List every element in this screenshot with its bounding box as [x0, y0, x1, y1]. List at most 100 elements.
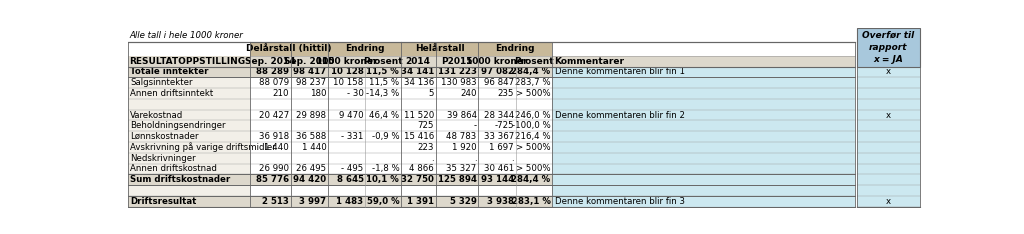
Bar: [328, 77, 366, 88]
Text: 34 141: 34 141: [400, 67, 434, 77]
Text: 125 894: 125 894: [437, 175, 477, 184]
Bar: [478, 56, 515, 67]
Bar: [291, 77, 328, 88]
Bar: [400, 77, 435, 88]
Text: .: .: [431, 154, 434, 163]
Bar: [291, 110, 328, 121]
Bar: [128, 42, 251, 56]
Bar: [328, 99, 366, 110]
Bar: [856, 196, 920, 207]
Text: 5: 5: [429, 89, 434, 98]
Text: x: x: [886, 67, 891, 77]
Text: 88 079: 88 079: [259, 78, 289, 87]
Text: > 500%: > 500%: [516, 143, 550, 152]
Text: 246,0 %: 246,0 %: [515, 111, 550, 120]
Bar: [435, 56, 478, 67]
Bar: [291, 131, 328, 142]
Text: 94 420: 94 420: [293, 175, 327, 184]
Bar: [400, 142, 435, 153]
Bar: [435, 67, 478, 77]
Text: 26 495: 26 495: [296, 165, 327, 173]
Bar: [251, 121, 291, 131]
Bar: [251, 142, 291, 153]
Bar: [366, 77, 400, 88]
Bar: [251, 174, 291, 185]
Bar: [856, 99, 920, 110]
Bar: [552, 77, 855, 88]
Bar: [552, 56, 855, 67]
Bar: [291, 121, 328, 131]
Text: 283,7 %: 283,7 %: [515, 78, 550, 87]
Text: 97 082: 97 082: [481, 67, 514, 77]
Bar: [366, 99, 400, 110]
Bar: [291, 153, 328, 164]
Bar: [435, 164, 478, 174]
Text: 2 513: 2 513: [262, 197, 289, 206]
Text: - 30: - 30: [347, 89, 364, 98]
Bar: [856, 164, 920, 174]
Text: 93 144: 93 144: [480, 175, 514, 184]
Bar: [128, 110, 251, 121]
Bar: [328, 67, 366, 77]
Bar: [251, 185, 291, 196]
Bar: [515, 142, 552, 153]
Bar: [435, 174, 478, 185]
Bar: [435, 142, 478, 153]
Bar: [478, 77, 515, 88]
Bar: [251, 110, 291, 121]
Bar: [515, 153, 552, 164]
Text: 235: 235: [498, 89, 514, 98]
Bar: [128, 174, 251, 185]
Bar: [435, 99, 478, 110]
Text: Delårstall (hittil): Delårstall (hittil): [247, 44, 332, 53]
Bar: [128, 77, 251, 88]
Bar: [435, 88, 478, 99]
Text: > 500%: > 500%: [516, 89, 550, 98]
Bar: [251, 42, 328, 56]
Bar: [856, 185, 920, 196]
Bar: [856, 121, 920, 131]
Text: > 500%: > 500%: [516, 165, 550, 173]
Bar: [478, 67, 515, 77]
Bar: [552, 88, 855, 99]
Bar: [515, 196, 552, 207]
Bar: [400, 153, 435, 164]
Bar: [435, 196, 478, 207]
Text: 11 520: 11 520: [403, 111, 434, 120]
Bar: [366, 131, 400, 142]
Text: 36 918: 36 918: [259, 132, 289, 141]
Bar: [128, 88, 251, 99]
Text: Helårstall: Helårstall: [415, 44, 464, 53]
Bar: [552, 196, 855, 207]
Bar: [128, 121, 251, 131]
Bar: [366, 88, 400, 99]
Text: Lønnskostnader: Lønnskostnader: [130, 132, 199, 141]
Text: 1000 kroner: 1000 kroner: [315, 57, 377, 66]
Bar: [291, 99, 328, 110]
Bar: [291, 67, 328, 77]
Bar: [366, 153, 400, 164]
Bar: [478, 164, 515, 174]
Text: 3 997: 3 997: [299, 197, 327, 206]
Bar: [366, 56, 400, 67]
Bar: [515, 185, 552, 196]
Text: Driftsresultat: Driftsresultat: [130, 197, 197, 206]
Bar: [856, 77, 920, 88]
Text: x: x: [886, 197, 891, 206]
Bar: [515, 121, 552, 131]
Bar: [328, 142, 366, 153]
Text: Sum driftskostnader: Sum driftskostnader: [130, 175, 230, 184]
Bar: [478, 99, 515, 110]
Bar: [478, 185, 515, 196]
Bar: [328, 196, 366, 207]
Bar: [366, 142, 400, 153]
Text: Avskrivning på varige driftsmidler: Avskrivning på varige driftsmidler: [130, 143, 276, 152]
Bar: [251, 196, 291, 207]
Bar: [435, 110, 478, 121]
Bar: [478, 153, 515, 164]
Bar: [128, 67, 251, 77]
Text: Nedskrivninger: Nedskrivninger: [130, 154, 196, 163]
Bar: [128, 131, 251, 142]
Bar: [400, 42, 478, 56]
Text: 11,5 %: 11,5 %: [367, 67, 399, 77]
